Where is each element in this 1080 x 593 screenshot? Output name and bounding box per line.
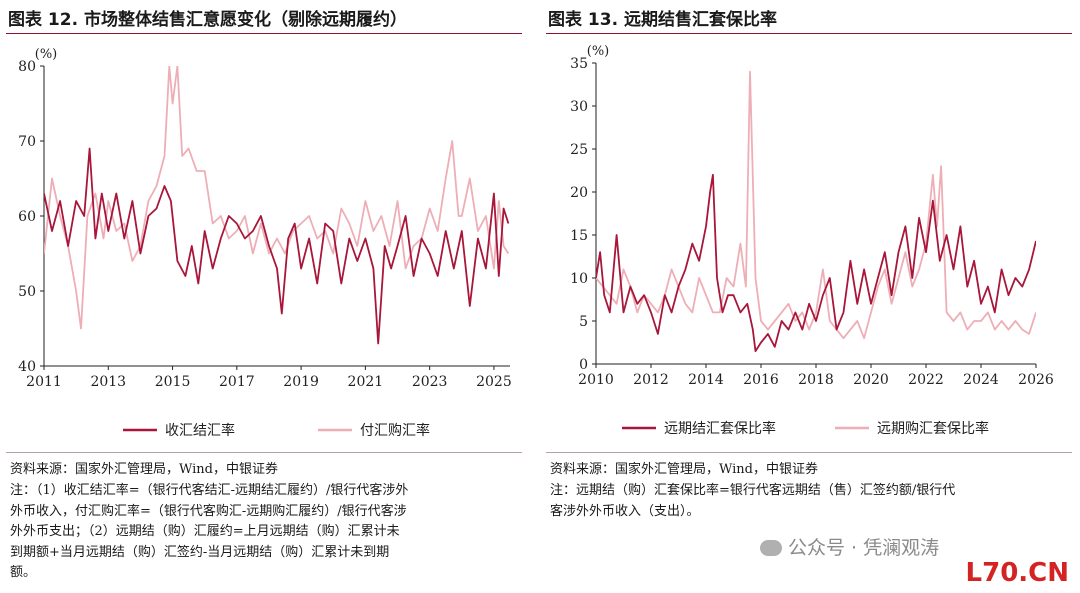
right-y-tick-label: 35 xyxy=(570,56,588,72)
left-chart-panel: 图表 12. 市场整体结售汇意愿变化（剔除远期履约） 40 50 60 70 80 (%)… xyxy=(0,0,530,593)
right-series-line xyxy=(596,173,1036,352)
left-x-tick-label: 2025 xyxy=(476,374,512,390)
right-y-tick-label: 30 xyxy=(570,99,588,115)
left-note-line: 外外币支出；（2）远期结（购）汇履约=上月远期结（购）汇累计未 xyxy=(10,524,400,539)
left-note-line: 外币收入，付汇购汇率=（银行代客购汇-远期购汇履约）/银行代客涉 xyxy=(10,503,407,519)
right-x-tick-label: 2018 xyxy=(798,372,834,388)
right-chart-svg: 0 5 10 15 20 25 30 35(%) 2010 2012 2014 2016 2018 202… xyxy=(570,44,1054,437)
right-x-tick-label: 2022 xyxy=(908,372,944,388)
watermark-text: 公众号 · 凭澜观涛 xyxy=(788,537,940,559)
right-note-line: 客涉外外币收入（支出）。 xyxy=(550,503,700,519)
right-x-tick-label: 2026 xyxy=(1018,372,1054,388)
right-x-tick-label: 2010 xyxy=(578,372,614,388)
site-badge: L70.CN xyxy=(960,557,1074,589)
right-y-tick-label: 0 xyxy=(579,357,588,373)
left-note-line: 额。 xyxy=(10,565,37,580)
left-x-tick-label: 2011 xyxy=(26,374,62,390)
left-note-line: 到期额+当月远期结（购）汇签约-当月远期结（购）汇累计未到期 xyxy=(10,544,390,560)
left-y-tick-label: 40 xyxy=(18,359,36,375)
left-notes: 注：（1）收汇结汇率=（银行代客结汇-远期结汇履约）/银行代客涉外 外币收入，付… xyxy=(10,481,408,584)
left-source-text: 资料来源：国家外汇管理局，Wind，中银证券 xyxy=(10,462,278,477)
left-series-line xyxy=(44,66,510,330)
right-source-text: 资料来源：国家外汇管理局，Wind，中银证券 xyxy=(550,462,818,477)
right-x-tick-label: 2014 xyxy=(688,372,724,388)
right-series-line xyxy=(596,70,1036,340)
left-y-tick-label: 60 xyxy=(18,209,36,225)
wechat-icon xyxy=(760,540,782,556)
right-source-rule xyxy=(546,452,1072,453)
left-title-rule xyxy=(6,33,522,34)
left-legend-label: 收汇结汇率 xyxy=(165,422,235,439)
right-x-tick-label: 2024 xyxy=(963,372,999,388)
right-x-tick-label: 2016 xyxy=(743,372,779,388)
left-legend-label: 付汇购汇率 xyxy=(360,422,430,439)
left-chart-title: 图表 12. 市场整体结售汇意愿变化（剔除远期履约） xyxy=(8,10,407,30)
left-x-tick-label: 2015 xyxy=(155,374,191,390)
right-y-tick-label: 10 xyxy=(570,271,588,287)
left-x-tick-label: 2017 xyxy=(219,374,255,390)
right-x-tick-label: 2012 xyxy=(633,372,669,388)
right-x-tick-label: 2020 xyxy=(853,372,889,388)
right-y-unit-label: (%) xyxy=(587,44,610,59)
right-note-line: 注：远期结（购）汇套保比率=银行代客远期结（售）汇签约额/银行代 xyxy=(550,483,956,498)
left-y-unit-label: (%) xyxy=(35,47,58,62)
left-y-tick-label: 80 xyxy=(18,59,36,75)
right-title-rule xyxy=(546,33,1072,34)
right-chart-title: 图表 13. 远期结售汇套保比率 xyxy=(548,10,777,30)
right-y-tick-label: 25 xyxy=(570,142,588,158)
left-x-tick-label: 2019 xyxy=(283,374,319,390)
left-y-tick-label: 70 xyxy=(18,134,36,150)
wechat-watermark: 公众号 · 凭澜观涛 xyxy=(760,533,939,560)
left-x-tick-label: 2021 xyxy=(348,374,384,390)
right-legend-label: 远期结汇套保比率 xyxy=(664,420,776,437)
right-legend-label: 远期购汇套保比率 xyxy=(877,420,989,437)
left-y-tick-label: 50 xyxy=(18,284,36,300)
left-x-tick-label: 2013 xyxy=(90,374,126,390)
right-y-tick-label: 15 xyxy=(570,228,588,244)
left-x-tick-label: 2023 xyxy=(412,374,448,390)
left-chart-svg: 40 50 60 70 80(%) 2011 2013 2015 2017 2019 2021 202… xyxy=(18,47,512,439)
right-y-tick-label: 5 xyxy=(579,314,588,330)
left-series-line xyxy=(44,147,510,345)
right-y-tick-label: 20 xyxy=(570,185,588,201)
left-source-rule xyxy=(6,452,522,453)
left-note-line: 注：（1）收汇结汇率=（银行代客结汇-远期结汇履约）/银行代客涉外 xyxy=(10,483,409,498)
right-chart-panel: 图表 13. 远期结售汇套保比率 0 5 10 15 20 25 30 35 (%) 2010 20… xyxy=(540,0,1080,593)
right-notes: 注：远期结（购）汇套保比率=银行代客远期结（售）汇签约额/银行代 客涉外外币收入… xyxy=(550,481,955,522)
